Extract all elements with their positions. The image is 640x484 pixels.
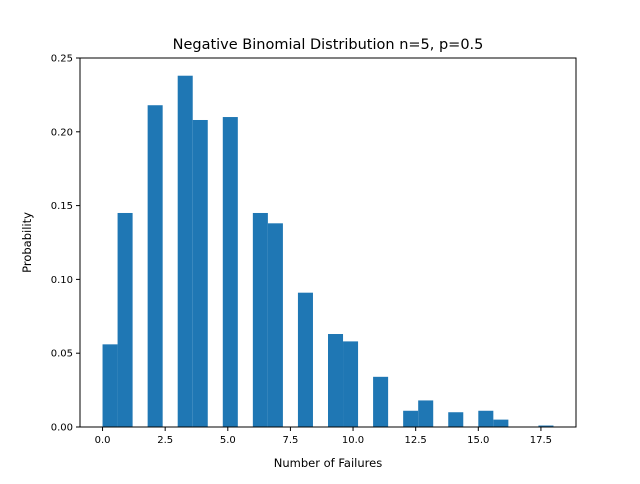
bar-4 bbox=[192, 119, 208, 427]
x-tick-label: 7.5 bbox=[282, 435, 298, 446]
bar-15 bbox=[478, 410, 494, 427]
y-tick-label: 0.25 bbox=[51, 54, 73, 65]
x-tick-label: 5.0 bbox=[220, 435, 236, 446]
y-tick-label: 0.05 bbox=[51, 349, 73, 360]
x-tick-label: 12.5 bbox=[405, 435, 427, 446]
bar-7 bbox=[267, 223, 283, 427]
bar-10 bbox=[343, 341, 359, 427]
x-axis: 0.0 2.5 5.0 7.5 10.0 12.5 15.0 17.5 bbox=[95, 427, 552, 446]
bar-17 bbox=[538, 425, 554, 427]
x-axis-label: Number of Failures bbox=[274, 456, 382, 470]
bar-3 bbox=[177, 75, 193, 427]
x-tick-label: 17.5 bbox=[530, 435, 552, 446]
bar-8 bbox=[297, 292, 313, 427]
x-tick-label: 15.0 bbox=[467, 435, 489, 446]
y-axis: 0.00 0.05 0.10 0.15 0.20 0.25 bbox=[51, 54, 80, 434]
y-tick-label: 0.10 bbox=[51, 275, 73, 286]
bar-0 bbox=[102, 344, 118, 427]
bars-group bbox=[102, 75, 554, 428]
y-tick-label: 0.00 bbox=[51, 423, 73, 434]
bar-13 bbox=[418, 400, 434, 427]
bar-6 bbox=[252, 212, 268, 427]
bar-2 bbox=[147, 105, 163, 428]
bar-5 bbox=[222, 117, 238, 427]
chart-title: Negative Binomial Distribution n=5, p=0.… bbox=[173, 37, 484, 53]
bar-14 bbox=[448, 412, 464, 427]
bar-12 bbox=[403, 410, 419, 427]
bar-1 bbox=[117, 212, 133, 427]
x-tick-label: 0.0 bbox=[95, 435, 111, 446]
x-tick-label: 2.5 bbox=[157, 435, 173, 446]
bar-9 bbox=[328, 334, 344, 427]
plot-area-frame bbox=[79, 57, 577, 428]
y-axis-label: Probability bbox=[20, 212, 34, 273]
y-tick-label: 0.20 bbox=[51, 127, 73, 138]
bar-16 bbox=[493, 419, 509, 427]
x-tick-label: 10.0 bbox=[342, 435, 364, 446]
bar-11 bbox=[373, 376, 389, 427]
y-tick-label: 0.15 bbox=[51, 201, 73, 212]
